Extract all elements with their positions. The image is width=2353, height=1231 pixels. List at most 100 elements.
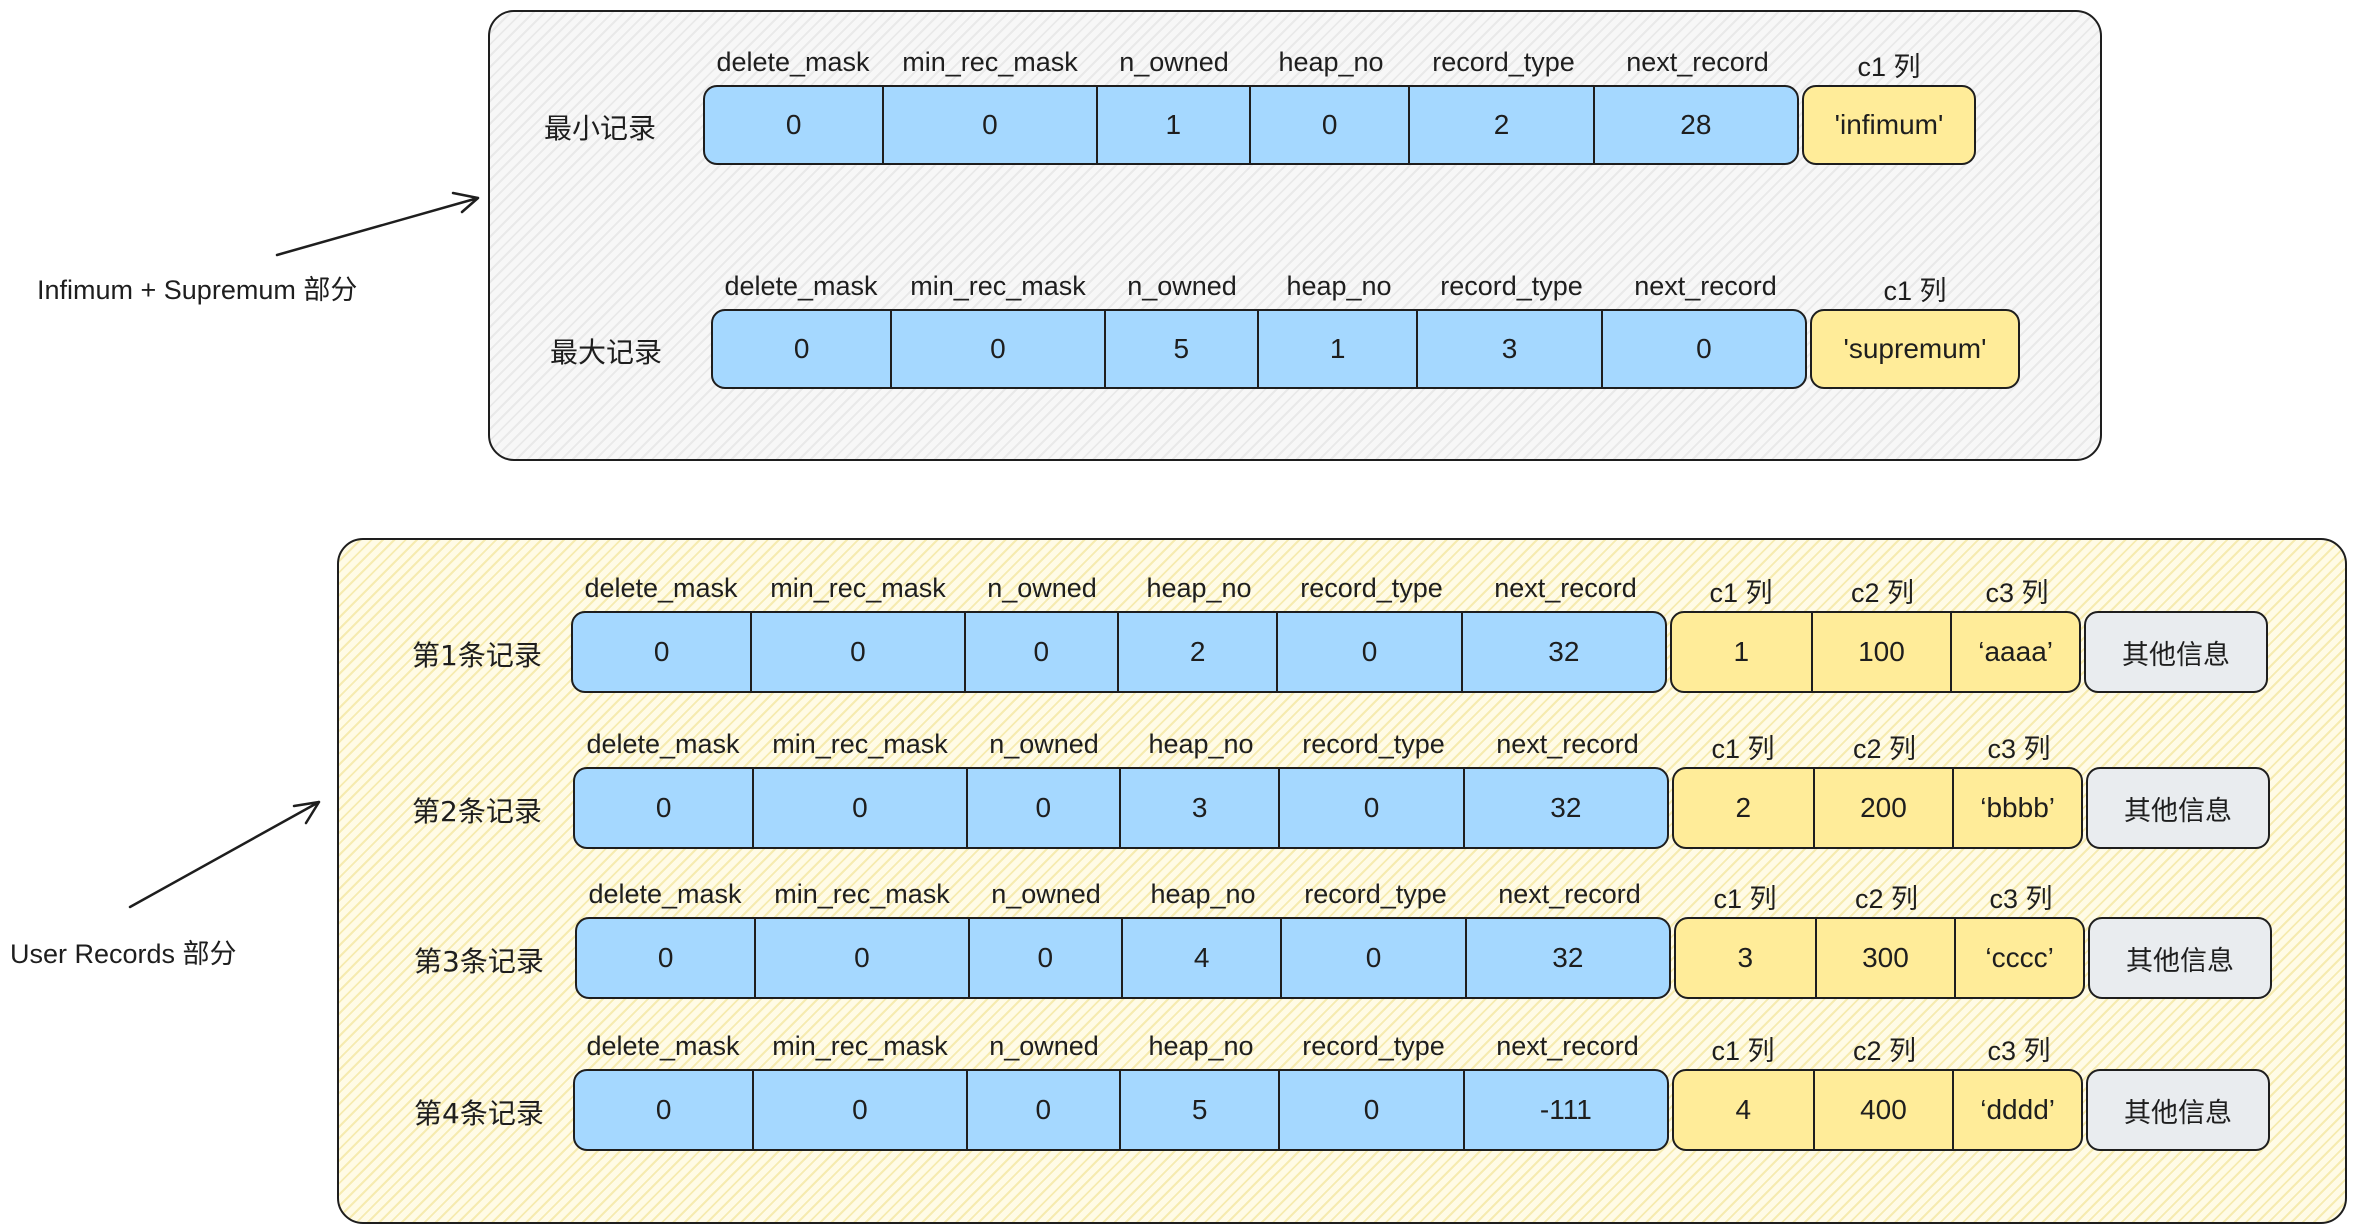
user-record-1-c2-value: 100 (1813, 613, 1953, 691)
user-record-4-header-c2: c2 列 (1852, 1036, 1917, 1066)
user-record-2-header-c3: c3 列 (1987, 734, 2051, 764)
supremum-record-header-record-type: record_type (1440, 271, 1583, 301)
user-record-3-header-n-owned: n_owned (991, 879, 1101, 909)
user-record-3-min-rec-mask-value: 0 (756, 919, 970, 997)
user-record-3-other-info: 其他信息 (2088, 917, 2272, 999)
user-record-3-header-record-type: record_type (1304, 879, 1447, 909)
infimum-record-next-record-value: 28 (1680, 109, 1712, 140)
arrow-to-user-records (128, 800, 321, 909)
user-record-2-system-fields: 0 0 0 3 0 32 (573, 767, 1669, 849)
user-record-2-min-rec-mask-value: 0 (754, 769, 968, 847)
supremum-record-header-c1: c1 列 (1883, 276, 1947, 306)
user-record-2-header-n-owned: n_owned (989, 729, 1099, 759)
user-record-1-c3-value: ‘aaaa’ (1978, 636, 2053, 667)
user-record-3-header-heap-no: heap_no (1150, 879, 1256, 909)
supremum-record-header-next-record: next_record (1634, 271, 1777, 301)
user-record-1-user-fields: 1 100 ‘aaaa’ (1670, 611, 2081, 693)
user-record-4-header-c3: c3 列 (1987, 1036, 2051, 1066)
user-record-4-min-rec-mask-value: 0 (754, 1071, 968, 1149)
arrow-to-infimum-supremum (275, 191, 480, 257)
user-record-4-header-c1: c1 列 (1711, 1036, 1775, 1066)
supremum-record-next-record-value: 0 (1696, 333, 1712, 364)
user-record-2-heap-no-value: 3 (1121, 769, 1281, 847)
infimum-record-user-fields: 'infimum' (1802, 85, 1976, 165)
user-record-3-c1-value: 3 (1676, 919, 1817, 997)
user-record-1-header-min-rec-mask: min_rec_mask (770, 573, 946, 603)
infimum-record-min-rec-mask-value: 0 (884, 87, 1098, 163)
user-record-2-label: 第2条记录 (412, 795, 542, 828)
supremum-record-c1-value: 'supremum' (1843, 333, 1987, 364)
user-record-2-record-type-value: 0 (1280, 769, 1465, 847)
user-record-2-delete-mask-value: 0 (575, 769, 755, 847)
user-record-4-other-info: 其他信息 (2086, 1069, 2270, 1151)
user-record-4-n-owned-value: 0 (968, 1071, 1121, 1149)
supremum-record-record-type-value: 3 (1418, 311, 1603, 387)
user-record-2-header-min-rec-mask: min_rec_mask (772, 729, 948, 759)
infimum-supremum-label: Infimum + Supremum 部分 (37, 275, 358, 305)
user-record-3-c2-value: 300 (1817, 919, 1957, 997)
user-record-1-header-record-type: record_type (1300, 573, 1443, 603)
supremum-record-header-n-owned: n_owned (1127, 271, 1237, 301)
infimum-record-header-delete-mask: delete_mask (716, 47, 870, 77)
user-record-1-header-c3: c3 列 (1985, 578, 2049, 608)
user-record-2-header-delete-mask: delete_mask (586, 729, 740, 759)
user-record-2-header-record-type: record_type (1302, 729, 1445, 759)
user-record-4-delete-mask-value: 0 (575, 1071, 755, 1149)
user-record-3-header-min-rec-mask: min_rec_mask (774, 879, 950, 909)
user-record-4-c2-value: 400 (1815, 1071, 1955, 1149)
infimum-record-record-type-value: 2 (1410, 87, 1595, 163)
infimum-record-c1-value: 'infimum' (1834, 109, 1944, 140)
user-record-1-system-fields: 0 0 0 2 0 32 (571, 611, 1667, 693)
user-record-4-system-fields: 0 0 0 5 0 -111 (573, 1069, 1669, 1151)
user-record-3-system-fields: 0 0 0 4 0 32 (575, 917, 1671, 999)
supremum-record-label: 最大记录 (550, 336, 663, 369)
supremum-record-header-heap-no: heap_no (1286, 271, 1392, 301)
user-record-1-other-info: 其他信息 (2084, 611, 2268, 693)
infimum-record-system-fields: 0 0 1 0 2 28 (703, 85, 1799, 165)
user-record-3-c3-value: ‘cccc’ (1985, 942, 2054, 973)
user-record-2-other-info: 其他信息 (2086, 767, 2270, 849)
supremum-record-header-min-rec-mask: min_rec_mask (910, 271, 1086, 301)
user-record-4-user-fields: 4 400 ‘dddd’ (1672, 1069, 2083, 1151)
user-record-3-label: 第3条记录 (414, 945, 544, 978)
user-record-1-c1-value: 1 (1672, 613, 1813, 691)
user-record-1-min-rec-mask-value: 0 (752, 613, 966, 691)
user-record-4-c1-value: 4 (1674, 1071, 1815, 1149)
user-record-3-next-record-value: 32 (1552, 942, 1584, 973)
user-record-1-heap-no-value: 2 (1119, 613, 1279, 691)
user-record-3-header-next-record: next_record (1498, 879, 1641, 909)
user-record-2-user-fields: 2 200 ‘bbbb’ (1672, 767, 2083, 849)
user-record-1-n-owned-value: 0 (966, 613, 1119, 691)
infimum-record-label: 最小记录 (544, 112, 657, 145)
user-record-1-header-c1: c1 列 (1709, 578, 1773, 608)
supremum-record-delete-mask-value: 0 (713, 311, 893, 387)
user-record-3-user-fields: 3 300 ‘cccc’ (1674, 917, 2085, 999)
user-record-1-record-type-value: 0 (1278, 613, 1463, 691)
user-record-1-next-record-value: 32 (1548, 636, 1580, 667)
user-record-2-c3-value: ‘bbbb’ (1980, 792, 2055, 823)
user-record-4-next-record-value: -111 (1539, 1094, 1592, 1125)
supremum-record-user-fields: 'supremum' (1810, 309, 2020, 389)
user-record-2-header-heap-no: heap_no (1148, 729, 1254, 759)
infimum-record-delete-mask-value: 0 (705, 87, 885, 163)
supremum-record-heap-no-value: 1 (1259, 311, 1419, 387)
infimum-record-header-min-rec-mask: min_rec_mask (902, 47, 1078, 77)
user-record-4-header-record-type: record_type (1302, 1031, 1445, 1061)
user-record-4-header-next-record: next_record (1496, 1031, 1639, 1061)
user-record-3-header-c1: c1 列 (1713, 884, 1777, 914)
supremum-record-header-delete-mask: delete_mask (724, 271, 878, 301)
infimum-record-header-c1: c1 列 (1857, 52, 1921, 82)
user-record-4-label: 第4条记录 (414, 1097, 544, 1130)
user-record-2-c1-value: 2 (1674, 769, 1815, 847)
user-record-1-header-n-owned: n_owned (987, 573, 1097, 603)
infimum-record-heap-no-value: 0 (1251, 87, 1411, 163)
user-record-4-header-min-rec-mask: min_rec_mask (772, 1031, 948, 1061)
supremum-record-min-rec-mask-value: 0 (892, 311, 1106, 387)
infimum-record-n-owned-value: 1 (1098, 87, 1251, 163)
user-record-1-delete-mask-value: 0 (573, 613, 753, 691)
infimum-record-header-next-record: next_record (1626, 47, 1769, 77)
user-record-3-n-owned-value: 0 (970, 919, 1123, 997)
user-record-3-header-c3: c3 列 (1989, 884, 2053, 914)
user-record-4-header-heap-no: heap_no (1148, 1031, 1254, 1061)
